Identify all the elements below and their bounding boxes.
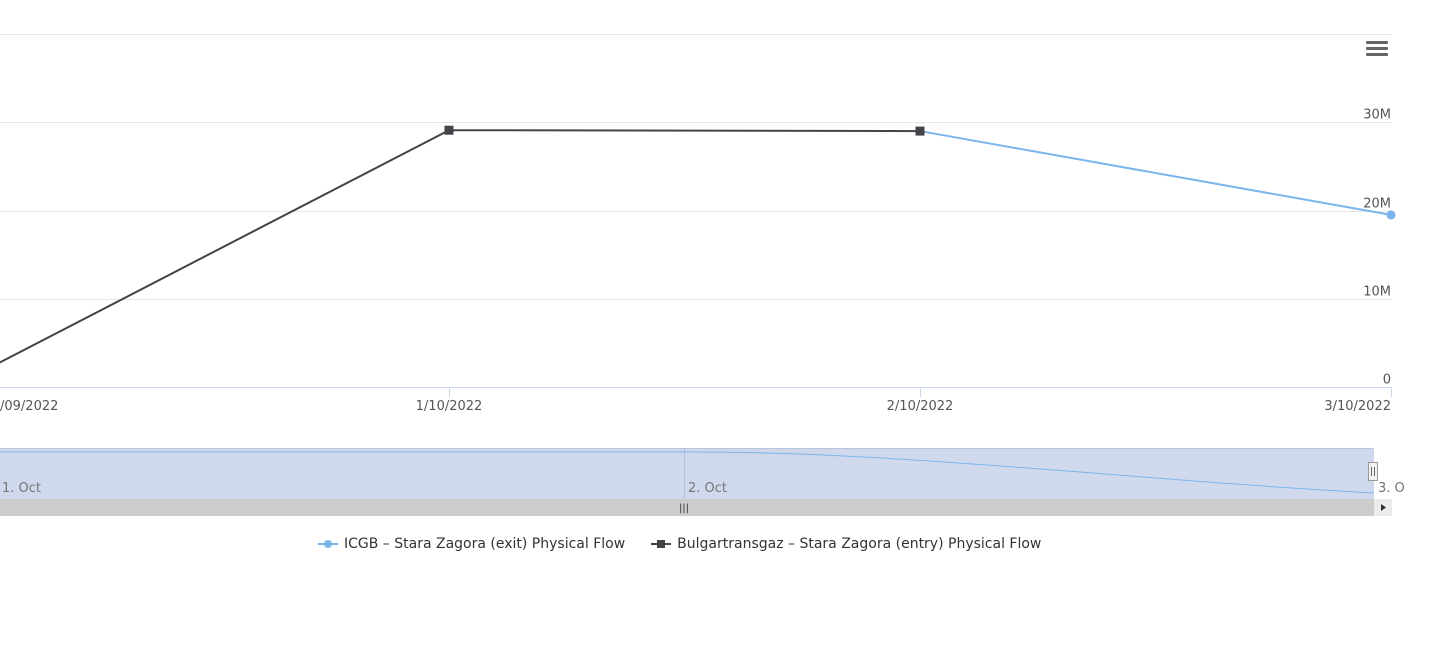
- legend: ICGB – Stara Zagora (exit) Physical Flow…: [318, 536, 1041, 552]
- legend-item-bulgartransgaz[interactable]: Bulgartransgaz – Stara Zagora (entry) Ph…: [651, 536, 1041, 552]
- y-tick-label: 30M: [1363, 108, 1391, 123]
- legend-square-icon: [651, 540, 672, 548]
- series-layer: [0, 125, 1396, 364]
- legend-label-bulgartransgaz: Bulgartransgaz – Stara Zagora (entry) Ph…: [677, 536, 1042, 552]
- data-point-square[interactable]: [444, 125, 454, 135]
- navigator-label-2: 2. Oct: [688, 481, 727, 496]
- triangle-right-icon: [1381, 504, 1386, 511]
- data-point-circle[interactable]: [1386, 210, 1396, 220]
- x-tick-label: 3/10/2022: [1324, 399, 1391, 414]
- chart-menu-button[interactable]: [1364, 38, 1390, 60]
- legend-item-icgb[interactable]: ICGB – Stara Zagora (exit) Physical Flow: [318, 536, 625, 552]
- data-point-square[interactable]: [915, 126, 925, 136]
- navigator-label-3: 3. O: [1378, 481, 1405, 496]
- x-tick-label: 1/10/2022: [416, 399, 483, 414]
- y-tick-label: 20M: [1363, 197, 1391, 212]
- y-tick-label: 0: [1383, 373, 1391, 388]
- legend-label-icgb: ICGB – Stara Zagora (exit) Physical Flow: [344, 536, 626, 552]
- x-axis-ticks: /09/2022 1/10/2022 2/10/2022 3/10/2022: [0, 387, 1392, 414]
- legend-circle-icon: [318, 540, 338, 548]
- series-line-1: [0, 129, 921, 364]
- y-tick-label: 10M: [1363, 285, 1391, 300]
- gridlines: [0, 34, 1392, 300]
- y-axis-ticks: 0 10M 20M 30M: [1363, 108, 1391, 388]
- x-tick-label: 2/10/2022: [887, 399, 954, 414]
- x-tick-label: /09/2022: [0, 399, 58, 414]
- navigator-label-1: 1. Oct: [2, 481, 41, 496]
- scrollbar-grip[interactable]: |||: [679, 503, 689, 514]
- navigator[interactable]: 1. Oct 2. Oct 3. O |||: [0, 448, 1405, 516]
- hamburger-menu-icon: [1366, 41, 1388, 56]
- navigator-handle-right[interactable]: [1368, 462, 1378, 481]
- navigator-series-line: [0, 451, 1375, 494]
- series-line-0: [919, 130, 1392, 216]
- navigator-mask: [0, 448, 1374, 499]
- scroll-right-button[interactable]: [1374, 499, 1392, 516]
- scrollbar-track[interactable]: [0, 499, 1374, 516]
